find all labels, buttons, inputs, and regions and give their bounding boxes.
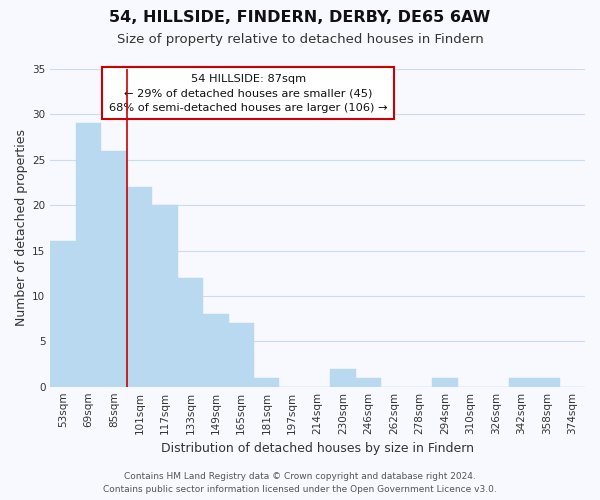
Bar xyxy=(509,378,534,386)
Bar xyxy=(76,124,101,386)
Text: Contains HM Land Registry data © Crown copyright and database right 2024.
Contai: Contains HM Land Registry data © Crown c… xyxy=(103,472,497,494)
Bar xyxy=(254,378,280,386)
Text: 54, HILLSIDE, FINDERN, DERBY, DE65 6AW: 54, HILLSIDE, FINDERN, DERBY, DE65 6AW xyxy=(109,10,491,25)
Bar xyxy=(356,378,381,386)
Text: Size of property relative to detached houses in Findern: Size of property relative to detached ho… xyxy=(116,32,484,46)
Bar xyxy=(50,242,76,386)
Bar xyxy=(229,323,254,386)
Bar xyxy=(101,150,127,386)
Bar xyxy=(534,378,560,386)
Bar xyxy=(331,368,356,386)
Y-axis label: Number of detached properties: Number of detached properties xyxy=(15,130,28,326)
Bar xyxy=(203,314,229,386)
Bar xyxy=(127,187,152,386)
Text: 54 HILLSIDE: 87sqm
← 29% of detached houses are smaller (45)
68% of semi-detache: 54 HILLSIDE: 87sqm ← 29% of detached hou… xyxy=(109,74,388,112)
Bar xyxy=(178,278,203,386)
Bar xyxy=(152,205,178,386)
Bar xyxy=(432,378,458,386)
X-axis label: Distribution of detached houses by size in Findern: Distribution of detached houses by size … xyxy=(161,442,474,455)
